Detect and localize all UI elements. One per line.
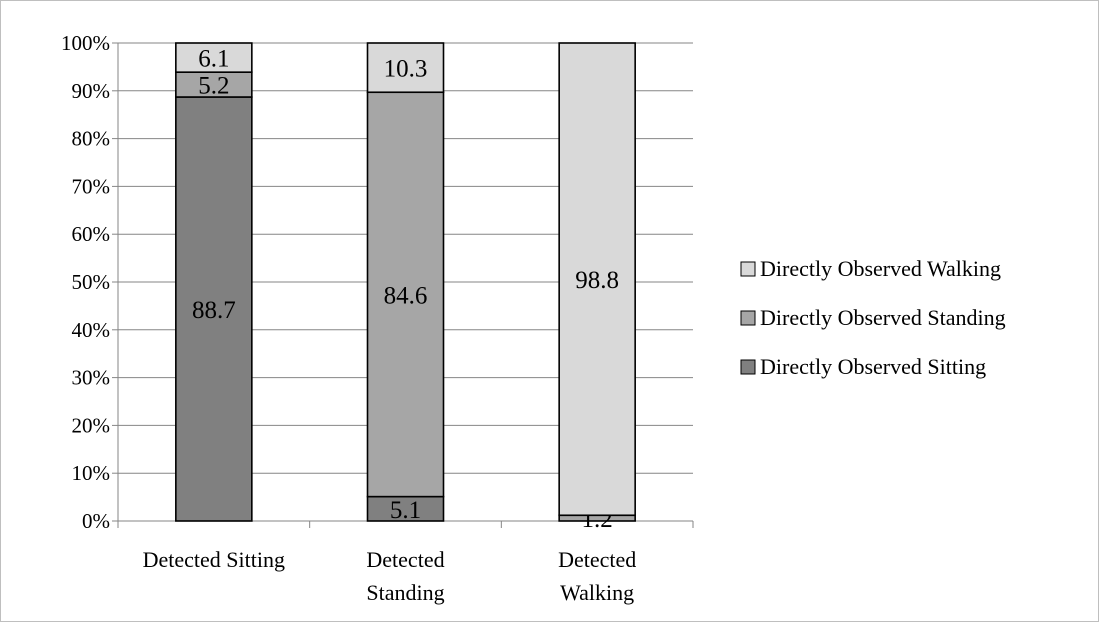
x-category-label: Detected: [366, 547, 444, 572]
x-category-label: Detected Sitting: [143, 547, 285, 572]
bar-segment: [175, 42, 253, 73]
y-tick-label: 0%: [82, 509, 110, 533]
legend-label: Directly Observed Standing: [760, 305, 1006, 330]
y-tick-label: 10%: [72, 461, 111, 485]
data-label: 10.3: [384, 56, 428, 83]
bar-segment: [366, 42, 445, 94]
data-label: 6.1: [198, 46, 229, 73]
y-tick-label: 20%: [72, 413, 111, 437]
legend-label: Directly Observed Walking: [760, 256, 1001, 281]
y-tick-label: 40%: [72, 318, 111, 342]
bar-segment: [175, 96, 253, 522]
y-tick-label: 50%: [72, 270, 111, 294]
bars: 88.75.26.15.184.610.31.298.8: [175, 42, 636, 533]
bar-segment: [366, 91, 445, 498]
x-category-label: Detected: [558, 547, 636, 572]
data-label: 5.2: [198, 73, 229, 100]
y-tick-label: 60%: [72, 222, 111, 246]
y-tick-labels: 0% 10% 20% 30% 40% 50% 60% 70% 80% 90% 100%: [61, 31, 110, 533]
legend-label: Directly Observed Sitting: [760, 354, 986, 379]
data-label: 84.6: [384, 282, 428, 309]
y-tick-label: 100%: [61, 31, 110, 55]
legend: Directly Observed Walking Directly Observ…: [740, 256, 1006, 379]
x-category-label: Standing: [366, 580, 444, 605]
bar-segment: [558, 42, 636, 517]
bar-segment: [175, 71, 253, 98]
y-tick-label: 70%: [72, 174, 111, 198]
bar-segment: [366, 495, 445, 522]
legend-swatch: [740, 359, 756, 375]
y-tick-label: 30%: [72, 366, 111, 390]
legend-swatch: [740, 261, 756, 277]
legend-swatch: [740, 310, 756, 326]
data-label: 98.8: [575, 267, 619, 294]
y-tick-label: 80%: [72, 127, 111, 151]
x-category-label: Walking: [560, 580, 634, 605]
data-label: 5.1: [390, 497, 421, 524]
y-tick-label: 90%: [72, 79, 111, 103]
data-label: 88.7: [192, 297, 236, 324]
x-category-labels: Detected Sitting Detected Standing Detected…: [143, 547, 637, 605]
